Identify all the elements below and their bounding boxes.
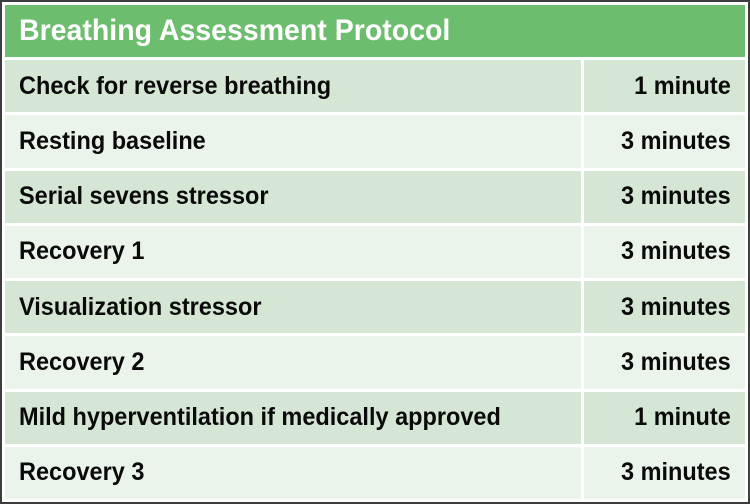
duration-cell: 1 minute (584, 391, 745, 444)
table-title: Breathing Assessment Protocol (19, 14, 451, 47)
activity-label: Recovery 1 (19, 237, 145, 266)
duration-cell: 3 minutes (584, 170, 745, 223)
activity-cell: Mild hyperventilation if medically appro… (5, 391, 581, 444)
duration-cell: 3 minutes (584, 336, 745, 389)
activity-cell: Visualization stressor (5, 281, 581, 334)
activity-cell: Recovery 1 (5, 225, 581, 278)
activity-label: Recovery 2 (19, 347, 145, 376)
duration-cell: 3 minutes (584, 225, 745, 278)
table-row: Serial sevens stressor 3 minutes (5, 170, 745, 223)
table-row: Resting baseline 3 minutes (5, 115, 745, 168)
activity-cell: Recovery 3 (5, 446, 581, 499)
duration-label: 3 minutes (621, 237, 731, 266)
duration-label: 1 minute (634, 71, 731, 100)
table-title-bar: Breathing Assessment Protocol (5, 5, 745, 57)
activity-label: Check for reverse breathing (19, 71, 332, 100)
table-row: Check for reverse breathing 1 minute (5, 60, 745, 113)
duration-label: 3 minutes (621, 347, 731, 376)
activity-label: Mild hyperventilation if medically appro… (19, 403, 501, 432)
duration-label: 3 minutes (621, 126, 731, 155)
duration-label: 3 minutes (621, 458, 731, 487)
activity-label: Visualization stressor (19, 292, 262, 321)
activity-cell: Check for reverse breathing (5, 60, 581, 113)
table-body: Check for reverse breathing 1 minute Resti… (5, 60, 745, 499)
duration-label: 3 minutes (621, 182, 731, 211)
activity-label: Resting baseline (19, 126, 206, 155)
table-row: Recovery 1 3 minutes (5, 225, 745, 278)
table-row: Recovery 2 3 minutes (5, 336, 745, 389)
duration-label: 3 minutes (621, 292, 731, 321)
duration-cell: 3 minutes (584, 446, 745, 499)
activity-cell: Serial sevens stressor (5, 170, 581, 223)
activity-label: Recovery 3 (19, 458, 145, 487)
activity-cell: Resting baseline (5, 115, 581, 168)
duration-cell: 3 minutes (584, 115, 745, 168)
table-row: Visualization stressor 3 minutes (5, 281, 745, 334)
duration-cell: 3 minutes (584, 281, 745, 334)
duration-cell: 1 minute (584, 60, 745, 113)
activity-cell: Recovery 2 (5, 336, 581, 389)
duration-label: 1 minute (634, 403, 731, 432)
activity-label: Serial sevens stressor (19, 182, 269, 211)
table-row: Mild hyperventilation if medically appro… (5, 391, 745, 444)
table-row: Recovery 3 3 minutes (5, 446, 745, 499)
